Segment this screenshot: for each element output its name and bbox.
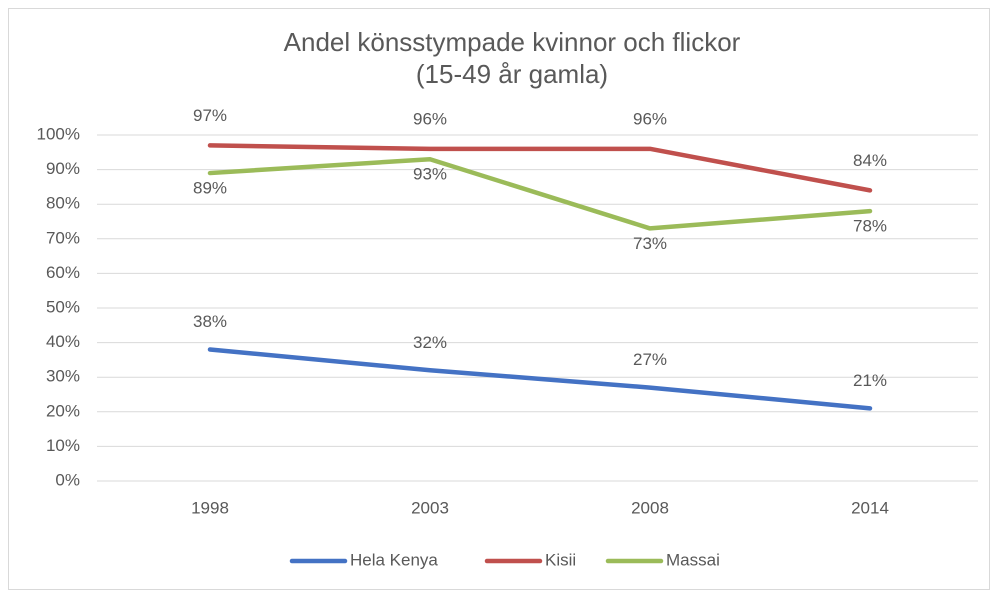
chart-subtitle: (15-49 år gamla) — [416, 59, 608, 89]
data-label: 84% — [853, 151, 887, 170]
x-tick-label: 2003 — [411, 498, 449, 517]
y-tick-label: 100% — [37, 124, 80, 143]
y-tick-label: 50% — [46, 297, 80, 316]
series-line — [207, 156, 873, 231]
y-tick-label: 90% — [46, 159, 80, 178]
y-tick-label: 80% — [46, 194, 80, 213]
legend-label: Massai — [666, 550, 720, 569]
y-tick-label: 10% — [46, 436, 80, 455]
y-tick-label: 40% — [46, 332, 80, 351]
data-label: 38% — [193, 312, 227, 331]
legend-label: Hela Kenya — [350, 550, 438, 569]
y-tick-label: 60% — [46, 263, 80, 282]
chart-border — [8, 8, 990, 590]
data-label: 32% — [413, 333, 447, 352]
chart-title: Andel könsstympade kvinnor och flickor — [284, 27, 741, 57]
series-line — [207, 347, 873, 411]
y-tick-label: 0% — [55, 470, 80, 489]
legend-label: Kisii — [545, 550, 576, 569]
x-tick-label: 2008 — [631, 498, 669, 517]
data-label: 96% — [633, 109, 667, 128]
data-label: 27% — [633, 350, 667, 369]
data-label: 78% — [853, 217, 887, 236]
x-tick-label: 2014 — [851, 498, 889, 517]
series-line — [207, 143, 873, 193]
y-tick-label: 30% — [46, 367, 80, 386]
x-tick-label: 1998 — [191, 498, 229, 517]
data-label: 97% — [193, 106, 227, 125]
data-label: 93% — [413, 165, 447, 184]
y-tick-label: 70% — [46, 228, 80, 247]
data-label: 21% — [853, 371, 887, 390]
y-tick-label: 20% — [46, 401, 80, 420]
data-label: 96% — [413, 109, 447, 128]
data-label: 73% — [633, 234, 667, 253]
data-label: 89% — [193, 179, 227, 198]
